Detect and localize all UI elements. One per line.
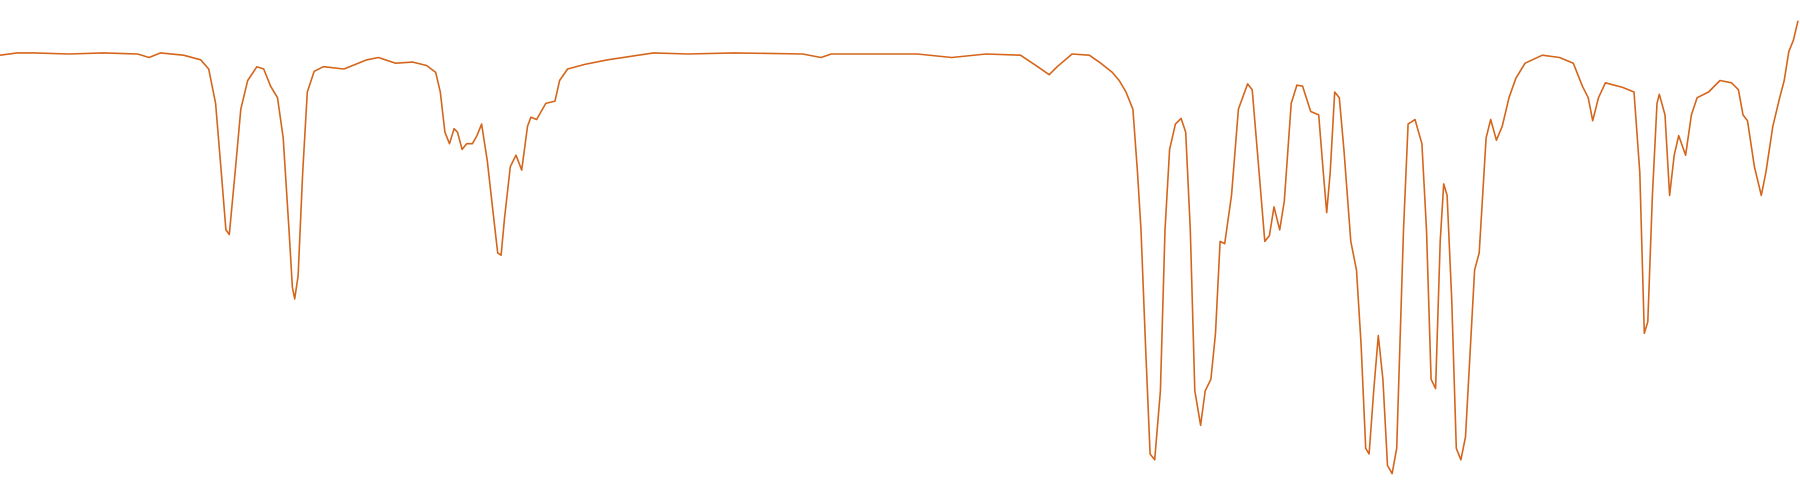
spectrum-line — [0, 20, 1799, 475]
